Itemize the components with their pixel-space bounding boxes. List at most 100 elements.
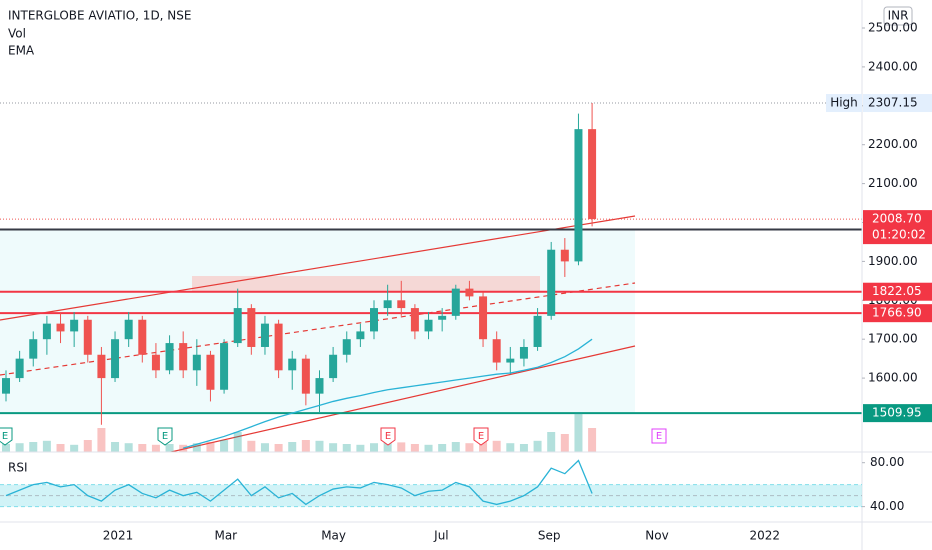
level-label: 1822.05 [872,284,922,298]
candle-body [2,378,10,394]
candle-body [42,323,51,340]
high-box [826,94,862,113]
candle-body [588,129,597,220]
candle-body [479,296,488,340]
y-tick-label: 80.00 [870,455,904,469]
candle-body [124,319,133,340]
x-tick-label: 2022 [750,529,781,543]
volume-bar [574,412,583,452]
volume-bar [370,443,379,452]
event-label: E [478,431,484,442]
volume-bar [124,443,133,452]
channel-mid [0,282,636,376]
volume-bar [356,444,365,452]
candle-body [451,288,460,316]
x-tick-label: May [321,529,346,543]
volume-bar [138,444,147,452]
candle-body [29,339,38,359]
level-box [863,304,932,323]
event-marker[interactable] [651,428,667,444]
event-label: E [656,431,662,442]
indicator-label: Vol [8,27,26,41]
volume-bar [588,428,597,452]
currency[interactable]: INR [888,9,909,23]
y-tick-label: 2400.00 [868,59,918,73]
y-tick-label: 2100.00 [868,176,918,190]
countdown: 01:20:02 [872,228,926,242]
y-tick-label: 2200.00 [868,137,918,151]
candle-body [533,315,542,347]
candle-body [342,339,351,355]
volume-bar [260,443,269,452]
volume-bar [70,444,79,452]
candle-body [83,319,92,355]
volume-bar [165,444,174,452]
volume-bar [15,443,24,452]
x-tick-label: Jul [433,529,448,543]
volume-bar [83,440,92,452]
plot [0,102,862,452]
candle-body [438,315,447,320]
channel-lower [168,345,636,452]
level-box [863,282,932,301]
level-label: 1509.95 [872,406,922,420]
event-label: E [385,431,391,442]
y-tick-label: 2500.00 [868,21,918,35]
candle-body [506,358,515,363]
candle-body [465,288,474,297]
currency-box[interactable] [883,6,913,26]
volume-bar [247,440,256,452]
candle-body [97,354,106,379]
level-box [863,404,932,423]
volume-bar [206,442,215,452]
event-marker[interactable] [473,427,489,446]
candle-body [15,358,24,379]
volume-bar [451,442,460,452]
event-marker[interactable] [157,427,173,446]
high-name: High [830,96,858,110]
event-marker[interactable] [0,427,13,446]
candle-body [574,129,583,262]
x-tick-label: Nov [645,529,668,543]
volume-bar [410,444,419,452]
candle-body [56,323,65,332]
volume-bar [492,440,501,452]
volume-bar [547,432,556,452]
indicator-label: EMA [8,44,35,58]
candle-body [151,354,160,371]
y-tick-label: 1700.00 [868,332,918,346]
volume-bar [519,444,528,452]
volume-bar [111,442,120,452]
volume-bar [192,443,201,452]
candle-body [560,249,569,262]
event-label: E [162,431,168,442]
supply-zone [192,276,540,291]
ema-line [183,338,593,449]
volume-bar [220,440,229,452]
candle-body [356,331,365,340]
candle-body [547,249,556,316]
volume-bar [506,443,515,452]
candle-body [315,378,324,394]
x-tick-label: 2021 [103,529,134,543]
high-value-box [863,94,932,113]
volume-bar [329,443,338,452]
candle-body [288,358,297,371]
event-marker[interactable] [380,427,396,446]
candle-body [274,323,283,371]
volume-bar [97,428,106,452]
y-tick-label: 1900.00 [868,254,918,268]
candle-body [138,319,147,355]
volume-bar [424,444,433,452]
candle-body [165,343,174,371]
event-label: E [2,431,8,442]
y-tick-label: 1600.00 [868,371,918,385]
channel-upper [0,215,636,321]
volume-bar [179,444,188,452]
volume-bar [397,442,406,452]
volume-bar [479,440,488,452]
rsi-label: RSI [8,461,28,475]
candle-body [370,308,379,332]
candle-body [233,308,242,344]
